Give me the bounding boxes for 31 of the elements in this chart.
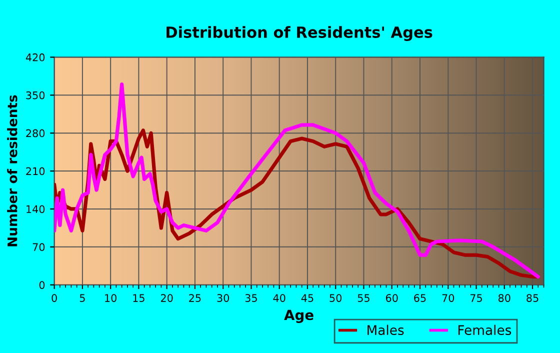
y-tick-label: 140 bbox=[26, 205, 45, 214]
x-tick-label: 20 bbox=[160, 294, 173, 302]
x-tick-label: 75 bbox=[470, 294, 482, 302]
y-tick-label: 420 bbox=[26, 53, 45, 62]
x-tick-label: 65 bbox=[414, 294, 426, 302]
x-tick-label: 35 bbox=[245, 294, 257, 302]
x-tick-label: 85 bbox=[526, 294, 538, 302]
y-tick-label: 70 bbox=[32, 243, 45, 252]
x-tick-label: 80 bbox=[498, 294, 510, 302]
y-tick-label: 280 bbox=[26, 129, 45, 138]
x-tick-label: 50 bbox=[330, 294, 342, 302]
x-tick-label: 70 bbox=[442, 294, 454, 302]
y-tick-label: 350 bbox=[26, 91, 45, 100]
legend-label: Females bbox=[458, 324, 512, 336]
x-tick-label: 55 bbox=[358, 294, 370, 302]
x-tick-label: 45 bbox=[301, 294, 314, 302]
x-tick-label: 25 bbox=[189, 294, 201, 302]
x-tick-label: 0 bbox=[52, 294, 57, 302]
y-axis-title: Number of residents bbox=[7, 95, 18, 246]
x-tick-label: 40 bbox=[273, 294, 286, 302]
legend-label: Males bbox=[368, 324, 404, 336]
x-tick-label: 10 bbox=[105, 294, 117, 302]
line-series bbox=[54, 82, 540, 279]
x-axis-title: Age bbox=[284, 310, 314, 323]
x-tick-label: 30 bbox=[217, 294, 230, 302]
chart-title: Distribution of Residents' Ages bbox=[166, 26, 432, 42]
y-tick-label: 0 bbox=[39, 281, 45, 289]
x-tick-label: 5 bbox=[80, 294, 85, 302]
y-tick-label: 210 bbox=[26, 167, 45, 176]
x-tick-label: 15 bbox=[133, 294, 144, 302]
x-tick-label: 60 bbox=[386, 294, 398, 302]
